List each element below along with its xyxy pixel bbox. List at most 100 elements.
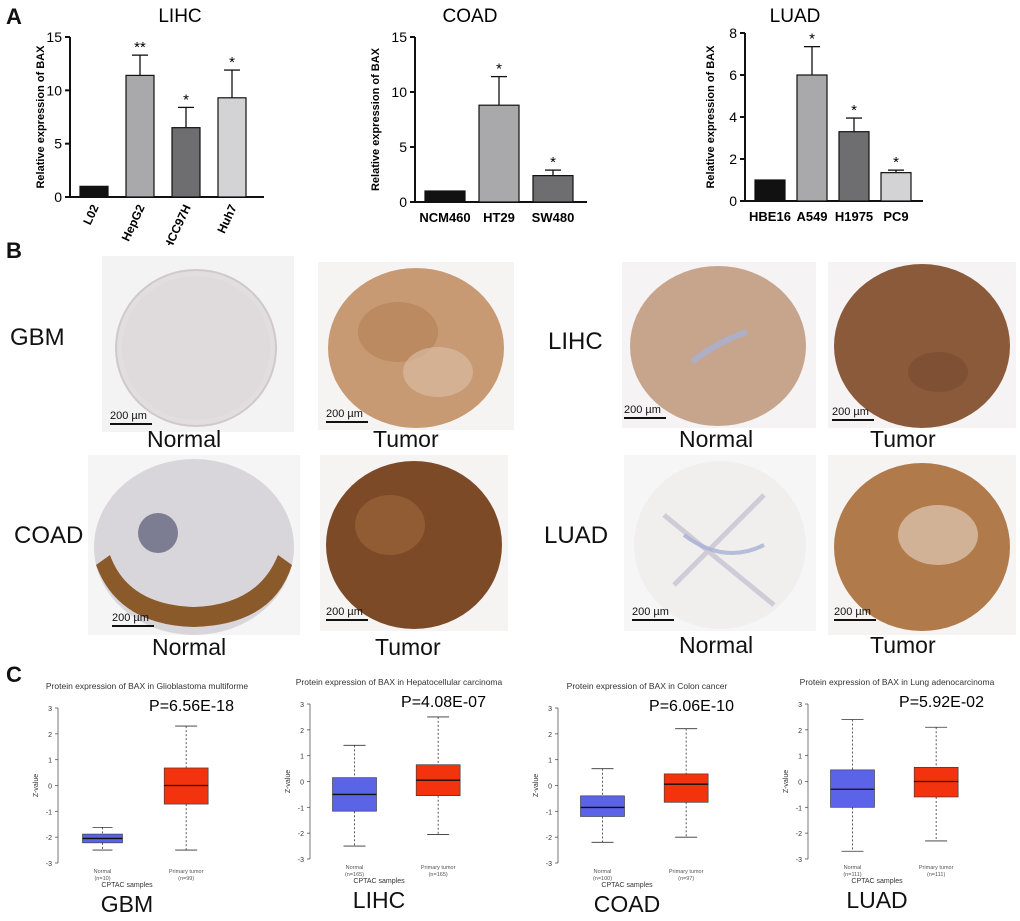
- label-tumor-lihc: Tumor: [870, 426, 936, 452]
- label-normal-coad: Normal: [152, 634, 227, 660]
- box-caption: GBM: [101, 891, 153, 917]
- label-tumor-luad: Tumor: [870, 632, 936, 658]
- y-tick-label: 1: [798, 754, 802, 761]
- bar-chart-lihc: LIHC Relative expression of BAX 0 5 10 15 L02 *…: [35, 6, 264, 245]
- group-label: Primary tumor: [421, 865, 456, 871]
- box-caption: LUAD: [846, 887, 907, 913]
- x-tick-label: A549: [796, 209, 827, 224]
- significance-label: *: [893, 154, 899, 171]
- panel-c-letter: C: [6, 662, 22, 687]
- group-n: (n=165): [345, 872, 364, 878]
- scale-bar-gbm-normal: 200 µm: [110, 410, 152, 425]
- panel-a-letter: A: [6, 4, 22, 29]
- group-n: (n=100): [593, 876, 612, 882]
- y-tick-label: 2: [300, 728, 304, 735]
- y-tick-label: 2: [729, 151, 737, 167]
- x-axis-label: CPTAC samples: [851, 878, 903, 885]
- bar-chart-coad: COAD Relative expression of BAX 0 5 10 15 NCM4…: [370, 6, 587, 225]
- bar: [217, 97, 247, 198]
- significance-label: *: [809, 31, 815, 48]
- ihc-image-coad-tumor: [320, 455, 508, 631]
- group-n: (n=165): [429, 872, 448, 878]
- box-title: Protein expression of BAX in Lung adenoc…: [800, 677, 995, 687]
- box-plot-gbm: Protein expression of BAX in Glioblastom…: [33, 681, 248, 917]
- bar-chart-luad: LUAD Relative expression of BAX 0 2 4 6 8 HBE16…: [705, 6, 923, 224]
- label-normal-lihc: Normal: [679, 426, 754, 452]
- bar: [171, 127, 201, 198]
- y-axis-label: Z-value: [533, 774, 540, 797]
- y-tick-label: -1: [298, 805, 304, 812]
- box: [663, 773, 709, 803]
- significance-label: *: [496, 61, 502, 78]
- y-tick-label: 1: [548, 758, 552, 765]
- y-tick-label: -1: [46, 809, 52, 816]
- chart-title: LUAD: [770, 6, 821, 27]
- y-tick-label: 8: [729, 25, 737, 41]
- label-tumor-coad: Tumor: [375, 634, 441, 660]
- significance-label: *: [550, 154, 556, 171]
- y-tick-label: -2: [46, 835, 52, 842]
- significance-label: *: [851, 102, 857, 119]
- box-plot-coad: Protein expression of BAX in Colon cance…: [533, 681, 734, 917]
- scale-bar-lihc-tumor: 200 µm: [832, 406, 874, 421]
- y-tick-label: 1: [300, 754, 304, 761]
- ihc-image-luad-tumor: [828, 455, 1016, 635]
- y-tick-label: 15: [46, 29, 62, 45]
- label-normal-luad: Normal: [679, 632, 754, 658]
- y-tick-label: 0: [399, 194, 407, 210]
- y-tick-label: 2: [48, 732, 52, 739]
- x-tick-label: HepG2: [119, 202, 148, 243]
- group-label: Primary tumor: [169, 869, 204, 875]
- ihc-image-luad-normal: [624, 455, 816, 631]
- p-value: P=6.06E-10: [649, 698, 734, 715]
- y-tick-label: 0: [300, 780, 304, 787]
- y-tick-label: 2: [798, 728, 802, 735]
- scale-bar-lihc-normal: 200 µm: [624, 404, 666, 419]
- y-tick-label: -1: [796, 805, 802, 812]
- y-tick-label: -3: [46, 861, 52, 868]
- y-tick-label: 0: [548, 784, 552, 791]
- y-axis-label: Z-value: [285, 770, 292, 793]
- y-tick-label: 6: [729, 67, 737, 83]
- y-axis-label: Relative expression of BAX: [370, 47, 382, 191]
- scale-bar-gbm-tumor: 200 µm: [326, 408, 368, 423]
- group-label: Primary tumor: [919, 865, 954, 871]
- box-title: Protein expression of BAX in Hepatocellu…: [296, 677, 503, 687]
- ihc-image-lihc-normal: [622, 262, 816, 428]
- y-axis-label: Relative expression of BAX: [705, 45, 717, 189]
- chart-title: COAD: [443, 6, 498, 27]
- group-n: (n=97): [678, 876, 694, 882]
- group-label: Normal: [844, 865, 862, 871]
- p-value: P=5.92E-02: [899, 694, 984, 711]
- ihc-image-gbm-normal: [102, 256, 294, 432]
- y-tick-label: 0: [729, 193, 737, 209]
- y-tick-label: -3: [298, 857, 304, 864]
- label-tumor-gbm: Tumor: [373, 426, 439, 452]
- y-tick-label: 3: [548, 706, 552, 713]
- x-axis-label: CPTAC samples: [353, 878, 405, 885]
- significance-label: *: [183, 91, 189, 108]
- x-tick-label: MHCC97H: [157, 202, 194, 245]
- bar: [880, 172, 912, 202]
- bar: [424, 190, 466, 203]
- y-tick-label: 3: [300, 702, 304, 709]
- tissue-label-lihc: LIHC: [548, 328, 603, 355]
- group-label: Primary tumor: [669, 869, 704, 875]
- y-tick-label: 4: [729, 109, 737, 125]
- group-n: (n=111): [843, 872, 861, 878]
- x-tick-label: PC9: [883, 209, 908, 224]
- label-normal-gbm: Normal: [147, 426, 222, 452]
- tissue-label-coad: COAD: [14, 522, 84, 549]
- y-tick-label: 10: [391, 84, 407, 100]
- y-tick-label: -1: [546, 809, 552, 816]
- p-value: P=4.08E-07: [401, 694, 486, 711]
- bar: [79, 185, 109, 198]
- scale-bar-luad-normal: 200 µm: [632, 606, 674, 621]
- group-n: (n=99): [178, 876, 194, 882]
- group-label: Normal: [594, 869, 612, 875]
- y-tick-label: 10: [46, 82, 62, 98]
- x-tick-label: SW480: [532, 210, 575, 225]
- y-tick-label: -3: [796, 857, 802, 864]
- x-tick-label: NCM460: [419, 210, 470, 225]
- y-tick-label: 1: [48, 758, 52, 765]
